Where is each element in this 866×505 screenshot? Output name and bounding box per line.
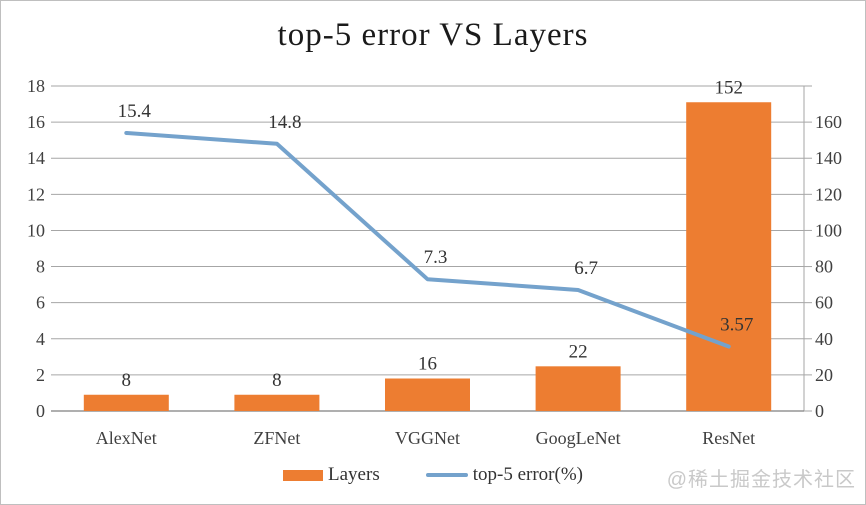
line-series-top5-error (124, 130, 731, 349)
svg-text:18: 18 (27, 76, 45, 96)
svg-text:VGGNet: VGGNet (395, 428, 460, 448)
svg-text:60: 60 (815, 293, 833, 313)
chart-legend: Layers top-5 error(%) (1, 464, 865, 486)
svg-text:7.3: 7.3 (424, 247, 448, 268)
legend-line-swatch-icon (425, 473, 468, 477)
svg-text:160: 160 (815, 112, 842, 132)
chart-plot-area: 8 8 16 22 152 15.4 14.8 7.3 6.7 3.57 0 2 4 6 8 10 12 14 16… (27, 76, 842, 448)
svg-text:2: 2 (36, 365, 45, 385)
svg-text:22: 22 (569, 341, 588, 362)
bar-series-layers (83, 102, 772, 411)
svg-text:14.8: 14.8 (268, 112, 301, 133)
left-axis-tick-labels: 0 2 4 6 8 10 12 14 16 18 (27, 76, 45, 421)
svg-text:10: 10 (27, 220, 45, 240)
legend-item-layers: Layers (283, 464, 380, 486)
gridlines (51, 85, 804, 412)
svg-text:4: 4 (36, 329, 45, 349)
svg-text:8: 8 (272, 370, 282, 391)
svg-text:GoogLeNet: GoogLeNet (536, 428, 621, 448)
line-data-labels: 15.4 14.8 7.3 6.7 3.57 (118, 101, 754, 336)
svg-text:80: 80 (815, 257, 833, 277)
legend-label-layers: Layers (328, 464, 380, 485)
svg-text:8: 8 (122, 370, 132, 391)
svg-text:6.7: 6.7 (574, 258, 598, 279)
svg-text:ResNet: ResNet (702, 428, 755, 448)
right-axis-tick-labels: 0 20 40 60 80 100 120 140 160 (815, 112, 842, 421)
svg-text:16: 16 (27, 112, 45, 132)
svg-text:12: 12 (27, 184, 45, 204)
svg-text:6: 6 (36, 293, 45, 313)
bar-ResNet (686, 102, 772, 411)
svg-text:0: 0 (36, 401, 45, 421)
svg-text:3.57: 3.57 (720, 315, 753, 336)
svg-text:120: 120 (815, 184, 842, 204)
svg-text:ZFNet: ZFNet (253, 428, 300, 448)
legend-item-top5-error: top-5 error(%) (425, 464, 583, 486)
svg-text:140: 140 (815, 148, 842, 168)
svg-text:8: 8 (36, 257, 45, 277)
svg-text:AlexNet: AlexNet (96, 428, 157, 448)
svg-text:0: 0 (815, 401, 824, 421)
svg-text:15.4: 15.4 (118, 101, 152, 122)
right-axis (803, 85, 812, 412)
category-labels: AlexNet ZFNet VGGNet GoogLeNet ResNet (96, 428, 755, 448)
svg-text:40: 40 (815, 329, 833, 349)
svg-text:14: 14 (27, 148, 45, 168)
legend-label-top5-error: top-5 error(%) (472, 464, 583, 485)
bar-ZFNet (234, 394, 320, 411)
chart-title: top-5 error VS Layers (277, 17, 589, 53)
svg-text:16: 16 (418, 354, 437, 375)
bar-AlexNet (83, 394, 169, 411)
legend-bar-swatch-icon (283, 469, 324, 481)
svg-text:100: 100 (815, 220, 842, 240)
bar-data-labels: 8 8 16 22 152 (122, 77, 743, 391)
svg-text:152: 152 (714, 77, 743, 98)
svg-text:20: 20 (815, 365, 833, 385)
bar-VGGNet (385, 378, 470, 411)
bar-GoogLeNet (535, 366, 621, 411)
